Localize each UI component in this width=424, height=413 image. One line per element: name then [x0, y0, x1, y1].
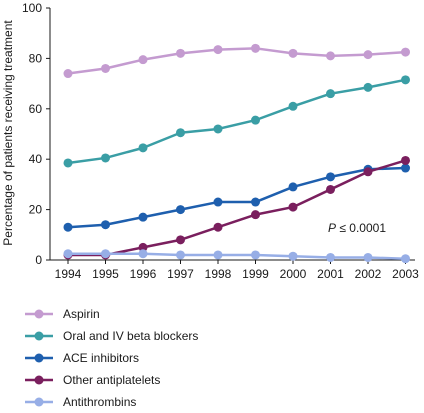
- series-4: [63, 249, 410, 264]
- data-point: [213, 45, 223, 55]
- data-point: [401, 155, 410, 165]
- legend-item: Other antiplatelets: [25, 373, 160, 387]
- data-point: [176, 250, 185, 260]
- x-tick-label: 2001: [317, 267, 344, 281]
- series-2: [63, 163, 410, 232]
- data-point: [326, 172, 335, 182]
- data-point: [251, 210, 260, 220]
- y-tick-label: 60: [29, 102, 43, 116]
- data-point: [363, 167, 373, 177]
- data-point: [401, 163, 410, 173]
- data-point: [251, 250, 260, 260]
- x-tick-label: 2002: [355, 267, 382, 281]
- data-point: [251, 115, 260, 125]
- legend-swatch-marker: [34, 375, 44, 385]
- data-point: [176, 128, 185, 138]
- data-point: [326, 252, 335, 262]
- y-axis-title-group: Percentage of patients receiving treatme…: [1, 20, 15, 246]
- legend-label: Aspirin: [63, 307, 100, 321]
- data-point: [63, 158, 73, 168]
- y-tick-label: 20: [29, 203, 43, 217]
- legend-swatch-marker: [34, 309, 44, 319]
- data-point: [176, 235, 185, 245]
- data-point: [363, 50, 373, 60]
- y-tick-labels: 0 20 40 60 80 100: [22, 1, 50, 267]
- data-point: [101, 249, 110, 259]
- series-lines: [63, 43, 410, 264]
- data-point: [363, 252, 373, 262]
- x-tick-label: 1994: [55, 267, 82, 281]
- data-point: [288, 48, 298, 58]
- data-point: [63, 222, 73, 232]
- p-value-annotation: P ≤ 0.0001: [328, 221, 386, 235]
- x-tick-label: 2000: [280, 267, 307, 281]
- data-point: [401, 254, 410, 264]
- series-line: [67, 166, 406, 229]
- data-point: [138, 55, 148, 65]
- x-tick-label: 1997: [167, 267, 194, 281]
- series-line: [68, 159, 406, 257]
- data-point: [401, 47, 410, 57]
- x-tick-label: 2003: [392, 267, 419, 281]
- x-tick-label: 1998: [205, 267, 232, 281]
- legend-item: ACE inhibitors: [25, 351, 139, 365]
- series-line: [67, 47, 406, 75]
- series-line: [68, 252, 406, 260]
- legend-item: Antithrombins: [25, 395, 136, 409]
- legend-label: Oral and IV beta blockers: [63, 329, 198, 343]
- x-tick-labels: 1994 1995 1996 1997 1998 1999 2000 2001 2002 2003: [55, 260, 419, 281]
- data-point: [401, 75, 410, 85]
- y-axis-title: Percentage of patients receiving treatme…: [1, 20, 15, 246]
- y-tick-label: 0: [35, 253, 42, 267]
- data-point: [251, 197, 260, 207]
- legend: Aspirin Oral and IV beta blockers ACE inhi…: [25, 307, 198, 409]
- data-point: [251, 43, 260, 53]
- axes: [49, 8, 415, 261]
- data-point: [138, 212, 148, 222]
- data-point: [138, 143, 148, 153]
- data-point: [213, 197, 223, 207]
- x-tick-label: 1996: [130, 267, 157, 281]
- data-point: [63, 249, 73, 259]
- data-point: [176, 205, 185, 215]
- legend-label: Antithrombins: [63, 395, 136, 409]
- data-point: [213, 124, 223, 134]
- data-point: [288, 182, 298, 192]
- data-point: [101, 63, 110, 73]
- data-point: [138, 249, 148, 259]
- y-tick-label: 40: [29, 152, 43, 166]
- legend-item: Aspirin: [25, 307, 100, 321]
- data-point: [63, 69, 73, 79]
- data-point: [213, 222, 223, 232]
- series-1: [63, 75, 410, 168]
- y-tick-label: 80: [29, 51, 43, 65]
- series-line: [67, 78, 406, 165]
- legend-swatch-marker: [34, 331, 44, 341]
- data-point: [288, 101, 298, 111]
- data-point: [101, 220, 110, 230]
- x-tick-label: 1995: [92, 267, 119, 281]
- legend-swatch-marker: [34, 397, 44, 407]
- data-point: [326, 184, 335, 194]
- legend-swatch-marker: [34, 353, 44, 363]
- legend-label: Other antiplatelets: [63, 373, 160, 387]
- data-point: [101, 153, 110, 163]
- data-point: [363, 82, 373, 92]
- p-value-text: ≤ 0.0001: [336, 221, 386, 235]
- x-tick-label: 1999: [242, 267, 269, 281]
- data-point: [213, 250, 223, 260]
- data-point: [176, 48, 185, 58]
- p-value-symbol: P: [328, 221, 336, 235]
- legend-label: ACE inhibitors: [63, 351, 139, 365]
- series-0: [63, 43, 410, 79]
- data-point: [326, 89, 335, 99]
- data-point: [326, 51, 335, 61]
- data-point: [138, 242, 148, 252]
- legend-item: Oral and IV beta blockers: [25, 329, 198, 343]
- y-tick-label: 100: [22, 1, 42, 15]
- data-point: [288, 202, 298, 212]
- data-point: [288, 251, 298, 261]
